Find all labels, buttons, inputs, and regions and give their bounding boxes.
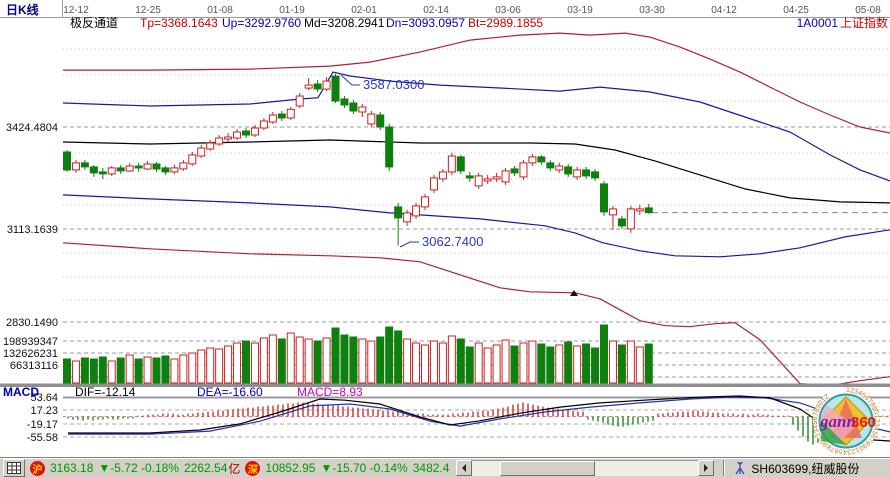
scroll-right-arrow-icon[interactable] xyxy=(698,460,715,476)
svg-text:12-25: 12-25 xyxy=(135,5,161,16)
candles-layer xyxy=(63,73,653,246)
antenna-icon xyxy=(735,461,745,475)
svg-text:2830.1490: 2830.1490 xyxy=(6,317,58,329)
high-annotation-callout xyxy=(340,74,360,86)
symbol-code: 1A0001 xyxy=(797,16,839,30)
svg-text:05-08: 05-08 xyxy=(855,5,881,16)
dif-value: DIF=-12.14 xyxy=(75,385,136,399)
macd-layer xyxy=(67,395,890,445)
svg-text:53.64: 53.64 xyxy=(30,392,58,404)
scroll-left-arrow-icon[interactable] xyxy=(456,460,473,476)
svg-text:03-19: 03-19 xyxy=(567,5,593,16)
svg-text:03-30: 03-30 xyxy=(639,5,665,16)
svg-text:04-12: 04-12 xyxy=(711,5,737,16)
svg-text:03-06: 03-06 xyxy=(495,5,521,16)
low-annotation-callout xyxy=(399,241,419,248)
gann360-logo: 1234567890123456789012345678901234567890… xyxy=(812,387,880,455)
svg-text:-55.58: -55.58 xyxy=(27,432,58,444)
svg-text:12-12: 12-12 xyxy=(63,5,89,16)
sh-turnover-unit: 亿 xyxy=(228,461,241,476)
status-bar: 沪 3163.18 ▼-5.72 -0.18% 2262.54 亿 深 1085… xyxy=(0,457,890,478)
svg-text:132626231: 132626231 xyxy=(3,348,58,360)
macd-title[interactable]: MACD xyxy=(3,385,39,399)
svg-text:02-14: 02-14 xyxy=(423,5,449,16)
table-icon xyxy=(7,462,21,474)
volume-macd-separator xyxy=(0,383,890,387)
dea-value: DEA=-16.60 xyxy=(197,385,263,399)
current-stock-label[interactable]: SH603699,纽威股份 xyxy=(751,461,860,476)
date-axis[interactable]: 12-12 12-25 01-08 01-19 02-01 02-14 03-06 03-19… xyxy=(63,5,881,16)
indicator-values: Tp=3368.1643 Up=3292.9760 Md=3208.2941 Dn=3… xyxy=(140,16,543,30)
symbol-name: 上证指数 xyxy=(840,15,888,30)
sh-index-value: 3163.18 xyxy=(50,461,94,475)
indicator-name[interactable]: 极反通道 xyxy=(70,16,118,30)
logo-green-triangle xyxy=(821,421,846,445)
sh-turnover: 2262.54 xyxy=(183,461,228,475)
svg-text:-19.17: -19.17 xyxy=(27,419,58,431)
shenzhen-market-icon[interactable]: 深 xyxy=(245,460,261,476)
horizontal-scrollbar[interactable] xyxy=(456,460,715,476)
high-annotation: 3587.0300 xyxy=(363,77,424,92)
svg-text:3424.4804: 3424.4804 xyxy=(6,122,58,134)
grid-button[interactable] xyxy=(3,459,25,477)
svg-text:66313116: 66313116 xyxy=(10,360,58,372)
logo-gann-text: gann xyxy=(819,412,856,431)
volume-layer xyxy=(63,324,653,384)
svg-text:3113.1639: 3113.1639 xyxy=(7,224,58,236)
shanghai-market-icon[interactable]: 沪 xyxy=(30,460,45,476)
low-annotation: 3062.7400 xyxy=(422,234,483,249)
svg-text:02-01: 02-01 xyxy=(351,5,377,16)
svg-text:04-25: 04-25 xyxy=(783,5,809,16)
axis-labels: 3424.4804 3113.1639 2830.1490 1989393471326… xyxy=(3,122,58,444)
svg-text:198939347: 198939347 xyxy=(3,336,58,348)
svg-text:Up=3292.9760: Up=3292.9760 xyxy=(222,16,301,30)
logo-pink-arrow xyxy=(819,405,856,442)
macd-value: MACD=8.93 xyxy=(297,385,363,399)
sz-index-change: ▼-15.70 -0.14% xyxy=(320,461,408,475)
channel-lines xyxy=(62,32,890,387)
svg-text:01-19: 01-19 xyxy=(279,5,305,16)
statusbar-divider xyxy=(723,460,726,476)
chart-type-label[interactable]: 日K线 xyxy=(6,2,39,17)
kline-chart: 3424.4804 3113.1639 2830.1490 1989393471326… xyxy=(0,0,890,455)
svg-text:Tp=3368.1643: Tp=3368.1643 xyxy=(140,16,218,30)
sz-index-value: 10852.95 xyxy=(265,461,316,475)
logo-360-text: 360 xyxy=(851,414,876,431)
svg-text:01-08: 01-08 xyxy=(207,5,233,16)
scroll-track[interactable] xyxy=(472,460,699,476)
sz-turnover: 3482.4 xyxy=(412,461,450,475)
svg-text:17.23: 17.23 xyxy=(30,405,58,417)
svg-text:Dn=3093.0957: Dn=3093.0957 xyxy=(386,16,465,30)
svg-text:Bt=2989.1855: Bt=2989.1855 xyxy=(468,16,543,30)
svg-text:Md=3208.2941: Md=3208.2941 xyxy=(304,16,385,30)
bottom-marker-triangle-icon xyxy=(570,290,578,296)
sh-index-change: ▼-5.72 -0.18% xyxy=(98,461,179,475)
scroll-thumb[interactable] xyxy=(500,461,596,476)
